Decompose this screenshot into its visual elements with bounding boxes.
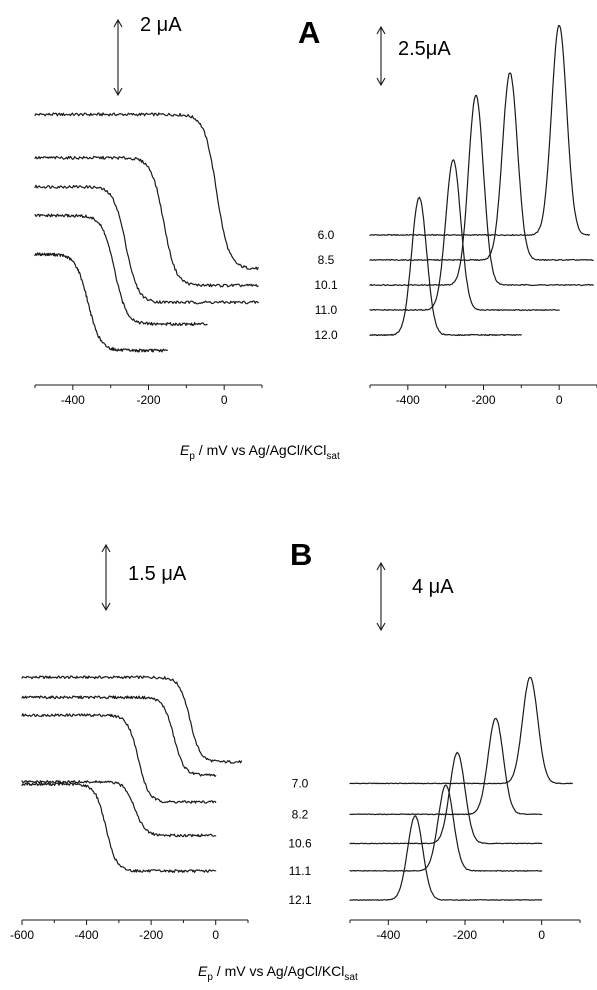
series-curve [349, 751, 543, 845]
panel-b-left-curves [21, 675, 243, 873]
panel-a-right-curves [369, 25, 594, 337]
x-label-symbol-subscript: p [189, 451, 195, 462]
series-ph-label: 11.0 [315, 303, 338, 317]
x-tick-label: -400 [61, 393, 85, 407]
x-tick-label: -400 [75, 928, 99, 942]
panel-b-left-ticks: -600 -400 -200 0 [10, 920, 249, 942]
series-curve [369, 159, 560, 312]
x-label-symbol-subscript: p [207, 972, 213, 983]
x-tick-label: -200 [453, 928, 477, 942]
series-curve [34, 155, 259, 288]
series-curve [34, 112, 259, 271]
x-label-rest-subscript: sat [344, 972, 358, 983]
x-tick-label: -400 [376, 928, 400, 942]
panel-b-right-curves [349, 676, 573, 901]
x-tick-label: 0 [556, 393, 563, 407]
series-curve [369, 25, 590, 237]
series-ph-label: 8.5 [318, 253, 335, 267]
series-ph-label: 6.0 [318, 228, 335, 242]
series-curve [349, 784, 543, 872]
panel-a-peaks: -400 -200 0 6.0 8.5 10.1 11.0 12.0 2.5μA A [298, 15, 597, 407]
x-tick-label: 0 [212, 928, 219, 942]
panel-a-left-ticks: -400 -200 0 [34, 385, 263, 407]
panel-a-left-curves [34, 112, 259, 353]
x-tick-label: -600 [10, 928, 34, 942]
series-ph-label: 12.1 [288, 893, 312, 907]
series-curve [34, 252, 168, 353]
series-ph-label: 10.6 [288, 836, 312, 850]
x-label-rest: / mV vs Ag/AgCl/KCl [195, 442, 326, 458]
panel-a-left-scale-arrows [113, 18, 123, 97]
series-ph-label: 7.0 [292, 776, 309, 790]
panel-a-right-scale-label: 2.5μA [398, 38, 451, 60]
series-curve [34, 184, 259, 305]
series-curve [349, 676, 573, 785]
panel-a-left-scale-label: 2 μA [140, 14, 182, 36]
x-label-rest-subscript: sat [326, 451, 340, 462]
panel-b-voltammograms: -600 -400 -200 0 1.5 μA [10, 543, 249, 942]
series-ph-label: 11.1 [289, 864, 312, 878]
panel-a-right-ticks: -400 -200 0 [369, 385, 597, 407]
panel-b-right-scale-arrows [376, 561, 386, 632]
panel-a-voltammograms: -400 -200 0 2 μA [34, 14, 263, 407]
x-tick-label: 0 [221, 393, 228, 407]
series-curve [21, 713, 217, 804]
x-label-rest: / mV vs Ag/AgCl/KCl [213, 963, 344, 979]
x-tick-label: -200 [471, 393, 495, 407]
series-curve [349, 815, 543, 901]
panel-a-label: A [298, 15, 320, 50]
panel-b-peaks: -400 -200 0 7.0 8.2 10.6 11.1 12.1 4 μA B [288, 537, 581, 942]
series-curve [21, 675, 243, 764]
panel-a-right-scale-arrows [376, 25, 386, 87]
x-tick-label: -200 [139, 928, 163, 942]
series-curve [21, 695, 217, 777]
x-tick-label: -200 [136, 393, 160, 407]
panel-b-right-ticks: -400 -200 0 [349, 920, 581, 942]
series-curve [369, 72, 594, 262]
series-curve [21, 780, 217, 838]
x-tick-label: 0 [538, 928, 545, 942]
series-curve [34, 213, 208, 327]
panel-b-x-axis-label: Ep / mV vs Ag/AgCl/KClsat [198, 963, 358, 983]
series-curve [349, 717, 543, 816]
series-ph-label: 12.0 [314, 328, 338, 342]
panel-a-x-axis-label: Ep / mV vs Ag/AgCl/KClsat [180, 442, 340, 462]
panel-b-right-scale-label: 4 μA [412, 576, 454, 598]
series-ph-label: 8.2 [292, 807, 309, 821]
panel-a-ph-labels: 6.0 8.5 10.1 11.0 12.0 [314, 228, 338, 342]
panel-b-left-scale-arrows [101, 543, 111, 612]
x-label-symbol: E [198, 963, 208, 979]
panel-b-label: B [290, 537, 312, 572]
panel-b-ph-labels: 7.0 8.2 10.6 11.1 12.1 [288, 776, 312, 907]
x-tick-label: -400 [396, 393, 420, 407]
series-curve [369, 196, 522, 337]
x-label-symbol: E [180, 442, 190, 458]
series-curve [369, 94, 594, 287]
series-ph-label: 10.1 [314, 278, 338, 292]
panel-b-left-scale-label: 1.5 μA [128, 563, 187, 585]
series-curve [21, 782, 217, 873]
